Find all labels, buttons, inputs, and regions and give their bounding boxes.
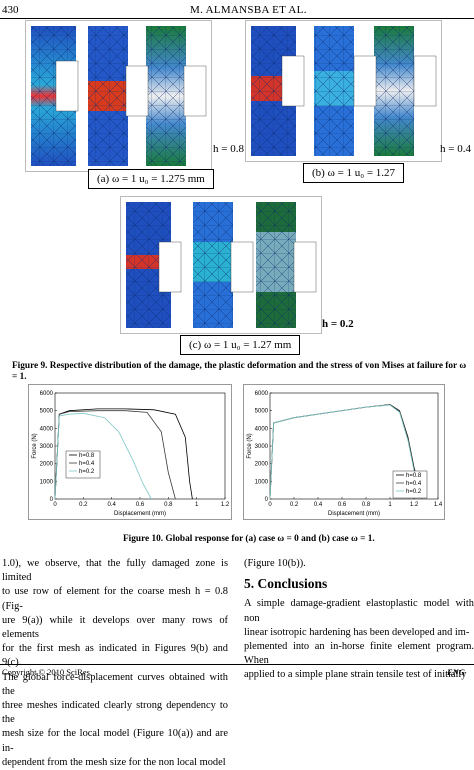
figure9-panel-a-image <box>25 20 212 172</box>
page-number: 430 <box>2 4 19 16</box>
footer-rule <box>0 664 474 665</box>
figure9-panel-c-h-label: h = 0.2 <box>322 318 354 330</box>
figure9-panel-b-image <box>245 20 442 162</box>
legend-entry: h=0.4 <box>406 481 422 487</box>
y-tick-label: 6000 <box>40 391 54 397</box>
body-line: mesh size for the local model (Figure 10… <box>2 727 228 755</box>
x-tick-label: 1.4 <box>434 502 443 508</box>
x-tick-label: 0.8 <box>362 502 371 508</box>
figure9-panel-c-image <box>120 196 322 334</box>
figure9-panel-b-caption: (b) ω = 1 u₀ = 1.27 <box>303 163 404 183</box>
x-tick-label: 0.4 <box>107 502 116 508</box>
body-line: dependent from the mesh size for the non… <box>2 756 228 770</box>
legend-entry: h=0.4 <box>79 461 95 467</box>
x-tick-label: 0 <box>53 502 57 508</box>
body-line: to use row of element for the coarse mes… <box>2 585 228 613</box>
x-tick-label: 1.2 <box>221 502 230 508</box>
y-axis-label: Force (N) <box>32 433 38 458</box>
figure9-panel-b-h-label: h = 0.4 <box>440 143 471 155</box>
x-tick-label: 0.2 <box>290 502 299 508</box>
y-tick-label: 1000 <box>255 479 269 485</box>
y-tick-label: 6000 <box>255 391 269 397</box>
x-tick-label: 1 <box>195 502 199 508</box>
legend-entry: h=0.8 <box>79 453 95 459</box>
y-tick-label: 5000 <box>40 409 54 415</box>
x-tick-label: 0.6 <box>338 502 347 508</box>
footer-copyright: Copyright © 2010 SciRes. <box>2 667 92 677</box>
y-axis-label: Force (N) <box>247 433 253 458</box>
header-rule <box>0 18 474 19</box>
plot-area <box>55 393 225 499</box>
legend-entry: h=0.2 <box>79 469 95 475</box>
x-tick-label: 0.6 <box>136 502 145 508</box>
body-line: applied to a simple plane strain tensile… <box>244 668 474 682</box>
y-tick-label: 1000 <box>40 479 54 485</box>
running-title: M. ALMANSBA ET AL. <box>190 4 307 16</box>
legend-entry: h=0.8 <box>406 473 422 479</box>
body-line: 1.0), we observe, that the fully damaged… <box>2 557 228 585</box>
figure10b-chart: 0 1000 2000 3000 4000 5000 6000 0 0.2 0.4 0.6 0.8 1 1… <box>243 384 445 520</box>
section-heading: 5. Conclusions <box>244 577 474 591</box>
figure10-caption: Figure 10. Global response for (a) case … <box>123 534 375 545</box>
y-tick-label: 4000 <box>40 426 54 432</box>
body-line: three meshes indicated clearly strong de… <box>2 699 228 727</box>
figure9-panel-a-caption: (a) ω = 1 u₀ = 1.275 mm <box>88 169 214 189</box>
body-line: ure 9(a)) while it develops over many ro… <box>2 614 228 642</box>
figure-reference: (Figure 10(b)). <box>244 557 474 571</box>
x-tick-label: 0 <box>268 502 272 508</box>
y-tick-label: 2000 <box>255 462 269 468</box>
x-axis-label: Displacement (mm) <box>328 511 380 517</box>
x-tick-label: 0.8 <box>164 502 173 508</box>
y-tick-label: 4000 <box>255 426 269 432</box>
y-tick-label: 2000 <box>40 462 54 468</box>
x-tick-label: 0.2 <box>79 502 88 508</box>
footer-journal: ENG <box>447 667 465 677</box>
x-axis-label: Displacement (mm) <box>114 511 166 517</box>
figure9-panel-c-caption: (c) ω = 1 u₀ = 1.27 mm <box>180 335 300 355</box>
y-tick-label: 3000 <box>40 444 54 450</box>
body-line: linear isotropic hardening has been deve… <box>244 626 474 640</box>
figure9-caption: Figure 9. Respective distribution of the… <box>12 361 472 383</box>
body-line: A simple damage-gradient elastoplastic m… <box>244 597 474 625</box>
figure9-panel-a-h-label: h = 0.8 <box>213 143 244 155</box>
y-tick-label: 5000 <box>255 409 269 415</box>
figure10a-chart: 0 1000 2000 3000 4000 5000 6000 0 0.2 0.4 0.6 0.8 1 1… <box>28 384 232 520</box>
x-tick-label: 1.2 <box>410 502 419 508</box>
x-tick-label: 0.4 <box>314 502 323 508</box>
legend-entry: h=0.2 <box>406 489 422 495</box>
x-tick-label: 1 <box>388 502 392 508</box>
y-tick-label: 3000 <box>255 444 269 450</box>
